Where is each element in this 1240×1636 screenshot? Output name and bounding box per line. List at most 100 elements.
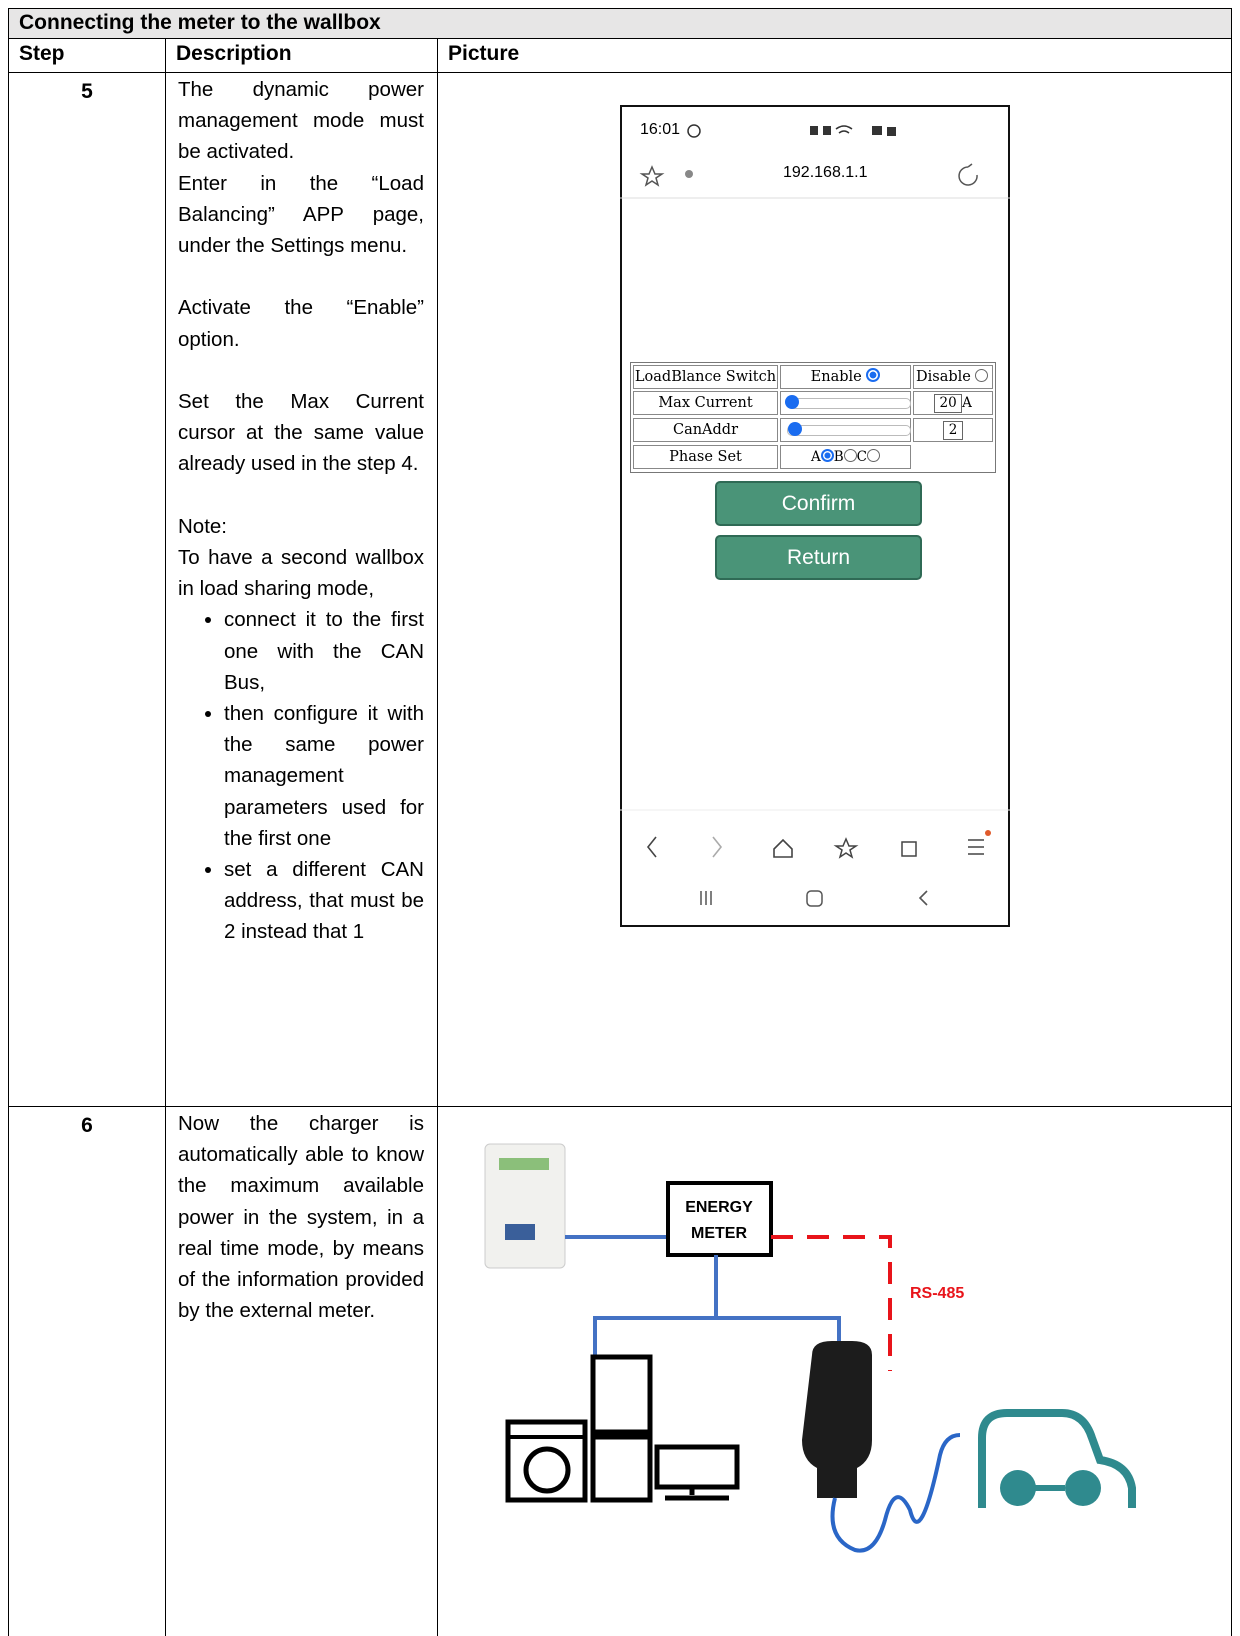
- wallbox: [802, 1341, 872, 1498]
- icon: [872, 126, 882, 135]
- description-cell: [165, 1106, 437, 1636]
- cable: [830, 1433, 961, 1553]
- header-cell: Picture: [437, 38, 1232, 72]
- header-cell: Description: [165, 38, 437, 72]
- paragraph: Enter in the “Load Balancing” APP page, …: [178, 171, 424, 258]
- energy-meter-box: [666, 1181, 773, 1257]
- icon: [968, 839, 984, 855]
- table-cell: Phase Set: [633, 445, 778, 469]
- paragraph: The dynamic power management mode must b…: [178, 78, 424, 164]
- connection: [593, 1255, 841, 1356]
- meter-display: [499, 1158, 549, 1170]
- paragraph: Now the charger is automatically able to…: [178, 1112, 424, 1323]
- slider-thumb[interactable]: [788, 422, 802, 436]
- icon: [700, 891, 712, 905]
- radio[interactable]: [867, 449, 880, 462]
- step-cell: 5: [8, 72, 165, 1106]
- radio-checked[interactable]: [820, 449, 834, 462]
- icon: [712, 836, 723, 858]
- icon: [823, 126, 831, 135]
- washer: [523, 1446, 571, 1494]
- icon: [918, 890, 928, 906]
- radio[interactable]: [975, 369, 989, 382]
- link-label: RS-485: [910, 1285, 964, 1302]
- slider-thumb[interactable]: [785, 395, 799, 409]
- table-cell: Disable: [913, 365, 993, 389]
- icon: [685, 170, 693, 178]
- table-cell: [780, 418, 911, 442]
- car: [978, 1409, 1136, 1508]
- description-cell: [165, 72, 437, 1106]
- settings-table: LoadBlance Switch Enable Disable Max Cur…: [630, 362, 996, 473]
- rs485-link: [771, 1235, 892, 1371]
- description: Now the charger is automatically able to…: [178, 1108, 424, 1326]
- table-cell: LoadBlance Switch: [633, 365, 778, 389]
- box-label: ENERGY: [685, 1199, 753, 1216]
- label: LoadBlance Switch: [634, 369, 777, 385]
- unit: A: [962, 395, 972, 411]
- status-time: 16:01: [640, 121, 681, 138]
- picture-cell: [437, 1106, 1232, 1636]
- bullet: connect it to the first one with the CAN…: [224, 604, 424, 698]
- return-button[interactable]: Return: [715, 535, 922, 580]
- option[interactable]: B: [833, 449, 844, 465]
- step-number: 6: [81, 1114, 93, 1137]
- header-cell: Step: [8, 38, 165, 72]
- confirm-button[interactable]: Confirm: [715, 481, 922, 526]
- status-icons: [620, 124, 1010, 907]
- radio[interactable]: [843, 449, 857, 462]
- picture-cell: [437, 72, 1232, 1106]
- option[interactable]: Enable: [810, 369, 862, 385]
- slider[interactable]: [787, 425, 911, 436]
- bullet: set a different CAN address, that must b…: [224, 854, 424, 948]
- label: Max Current: [658, 395, 753, 411]
- box-label: METER: [691, 1225, 747, 1242]
- radio-checked[interactable]: [866, 368, 881, 382]
- table-cell: CanAddr: [633, 418, 778, 442]
- title: Connecting the meter to the wallbox: [19, 11, 381, 34]
- bullet-list: connect it to the first one with the CAN…: [178, 604, 424, 947]
- paragraph: Note:: [178, 514, 227, 538]
- diagram: ENERGY METER RS-485: [484, 1143, 1136, 1553]
- icon: [773, 838, 793, 858]
- step-cell: 6: [8, 1106, 165, 1636]
- icon: [810, 126, 818, 135]
- bullet: then configure it with the same power ma…: [224, 698, 424, 854]
- option[interactable]: A: [810, 449, 821, 465]
- column-header: Step: [19, 42, 65, 65]
- step-number: 5: [81, 80, 93, 103]
- monitor: [654, 1444, 740, 1490]
- paragraph: Set the Max Current cursor at the same v…: [178, 390, 424, 476]
- fridge: [590, 1434, 653, 1503]
- url: 192.168.1.1: [783, 164, 868, 181]
- input[interactable]: 20: [934, 394, 963, 413]
- icon: [901, 841, 917, 857]
- monitor: [665, 1487, 729, 1501]
- label: Phase Set: [669, 449, 742, 465]
- table-cell: Enable: [780, 365, 911, 389]
- table-cell: Max Current: [633, 391, 778, 415]
- slider[interactable]: [787, 398, 911, 409]
- title-cell: Connecting the meter to the wallbox: [8, 8, 1232, 38]
- paragraph: To have a second wallbox in load sharing…: [178, 546, 424, 601]
- label: CanAddr: [672, 422, 739, 438]
- description: The dynamic power management mode must b…: [178, 74, 424, 948]
- icon: [806, 890, 823, 907]
- option[interactable]: C: [856, 449, 867, 465]
- icon: [639, 165, 665, 187]
- icon: [958, 163, 978, 186]
- meter-breaker: [505, 1224, 535, 1240]
- table-cell: [780, 391, 911, 415]
- paragraph: Activate the “Enable” option.: [178, 296, 424, 351]
- input[interactable]: 2: [943, 421, 963, 440]
- column-header: Picture: [448, 42, 520, 65]
- column-header: Description: [176, 42, 292, 65]
- icon: [835, 125, 853, 134]
- washer: [505, 1419, 588, 1503]
- option[interactable]: Disable: [916, 369, 971, 385]
- icon: [985, 830, 991, 836]
- fridge: [590, 1354, 653, 1435]
- icon: [833, 837, 859, 859]
